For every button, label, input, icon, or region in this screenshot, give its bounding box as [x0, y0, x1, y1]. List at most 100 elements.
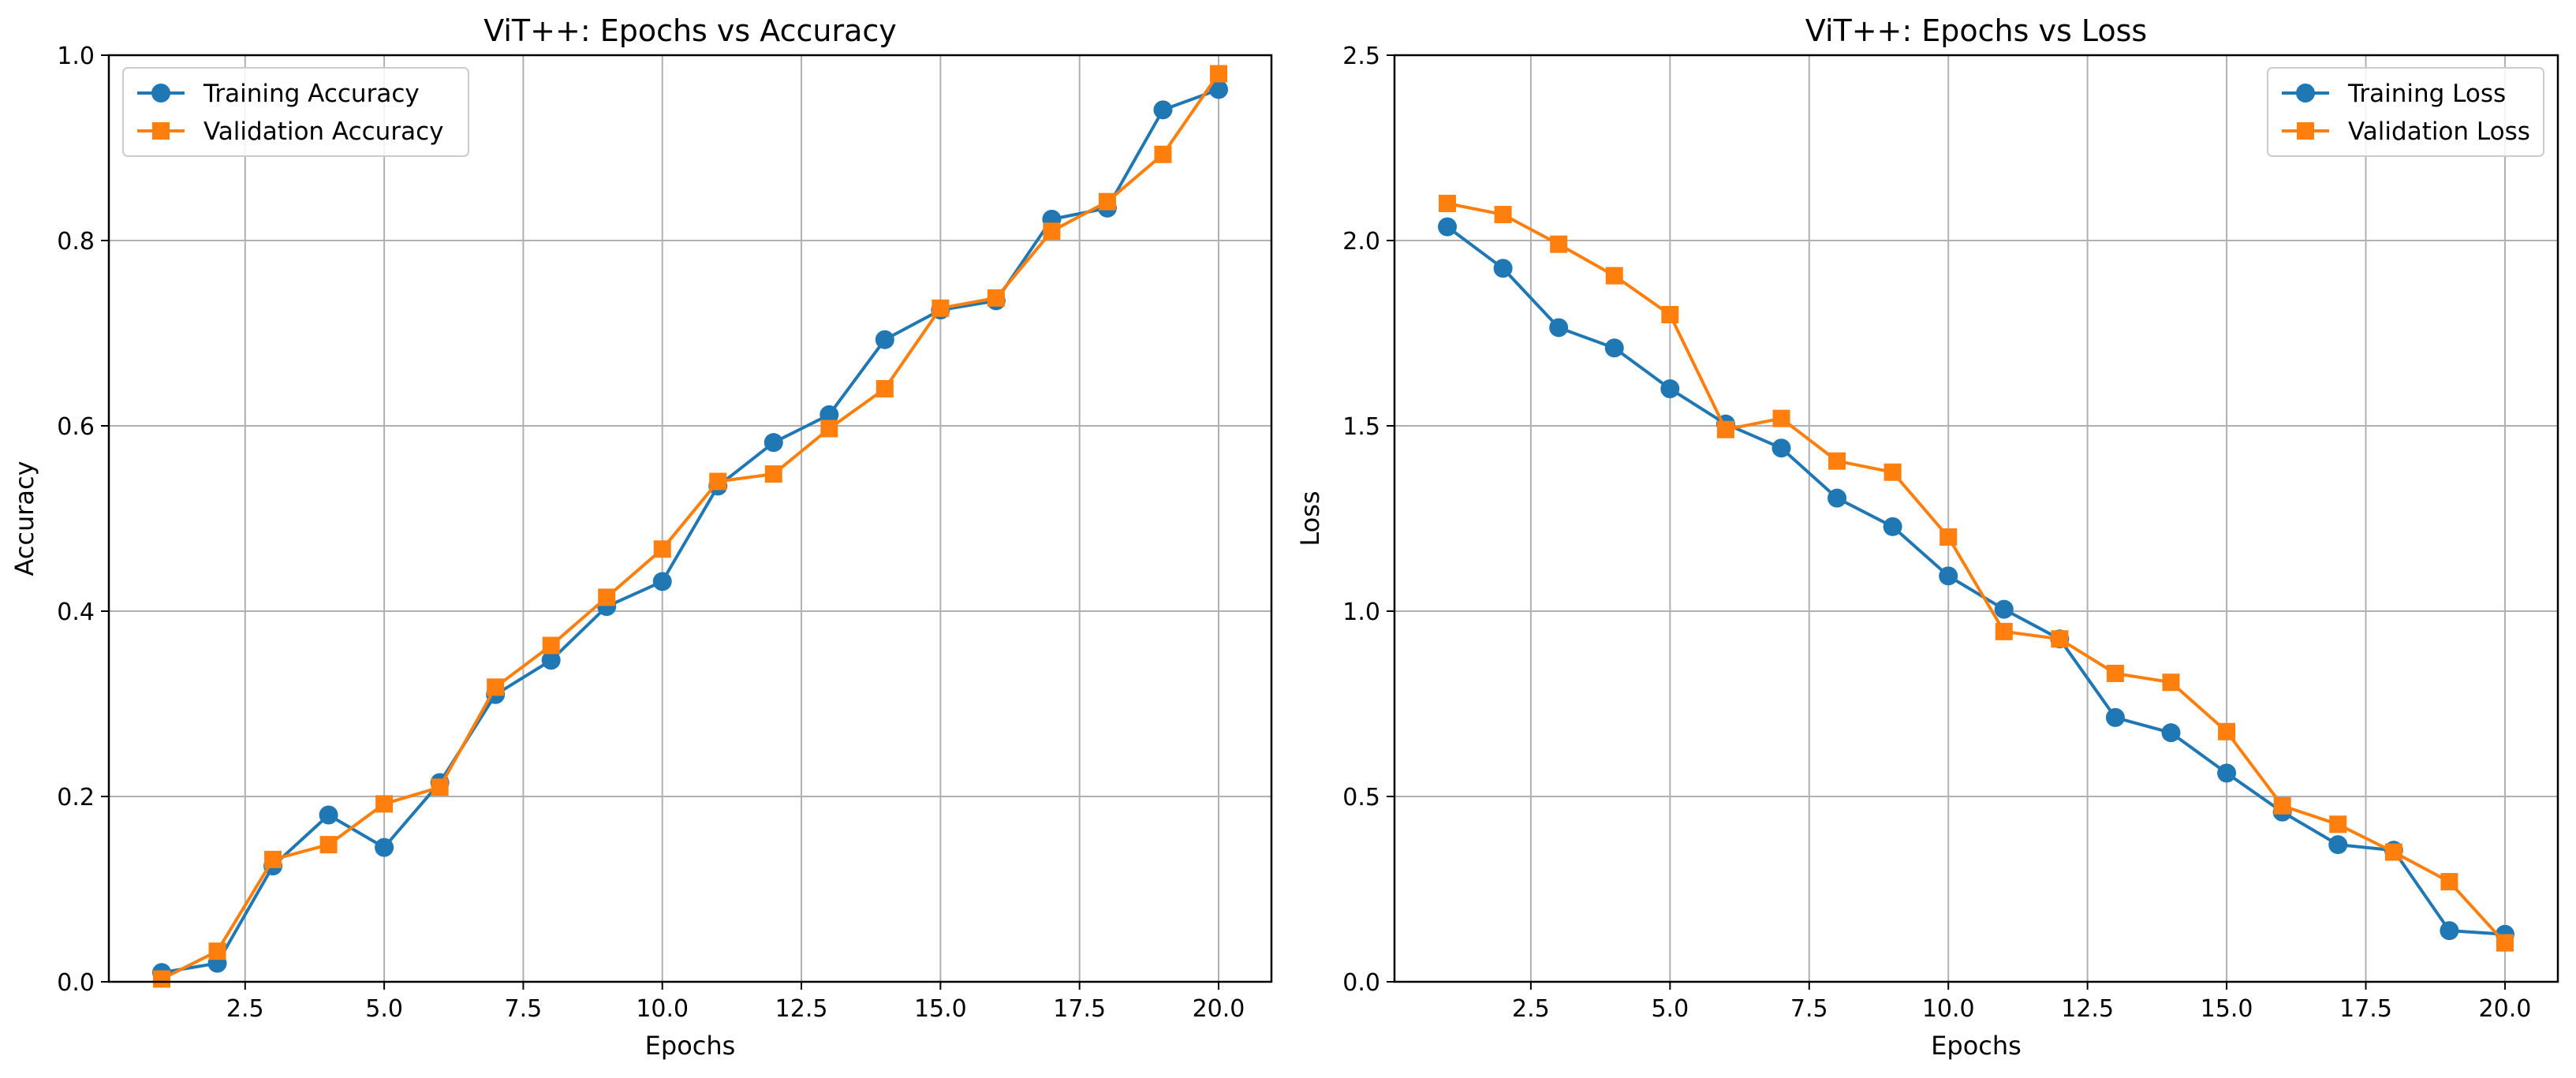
legend-box: [2267, 67, 2544, 157]
data-point: [2162, 673, 2180, 692]
data-point: [709, 472, 727, 491]
data-point: [1210, 65, 1227, 83]
data-point: [1772, 409, 1790, 427]
legend: Training Accuracy Validation Accuracy: [122, 67, 469, 157]
x-tick-label: 2.5: [226, 995, 264, 1023]
data-point: [431, 778, 449, 796]
series-validation-accuracy: [153, 65, 1227, 988]
y-tick-label: 1.0: [57, 43, 95, 70]
data-point: [2384, 843, 2402, 861]
data-point: [2329, 815, 2347, 834]
y-tick-label: 0.8: [57, 228, 95, 256]
y-axis-label: Accuracy: [9, 461, 39, 576]
x-tick-label: 20.0: [1193, 995, 1245, 1023]
series-training-loss: [1438, 217, 2514, 944]
data-point: [1716, 420, 1734, 438]
legend-item: Validation Loss: [2282, 117, 2530, 146]
data-point: [1605, 267, 1623, 285]
data-point: [208, 942, 226, 961]
legend-item: Training Loss: [2282, 80, 2506, 108]
data-point: [375, 795, 394, 813]
y-tick-label: 0.4: [57, 599, 95, 626]
data-point: [652, 572, 672, 591]
data-point: [1883, 463, 1902, 481]
data-point: [375, 837, 394, 857]
x-tick-label: 10.0: [636, 995, 689, 1023]
data-point: [1771, 438, 1791, 458]
data-point: [598, 588, 616, 606]
data-point: [319, 805, 338, 825]
x-axis-label: Epochs: [645, 1031, 736, 1061]
x-tick-label: 15.0: [2201, 995, 2253, 1023]
data-point: [1549, 318, 1569, 338]
data-point: [1828, 452, 1846, 470]
data-point: [2218, 722, 2236, 740]
grid: [1394, 54, 2558, 983]
chart-panel-1: 2.5 5.0 7.5 10.0 12.5 15.0 17.5 20.0 0.0 0.2 0.4 0.…: [9, 13, 1273, 1061]
data-point: [1098, 192, 1116, 211]
y-tick-label: 0.0: [1342, 969, 1380, 997]
x-tick-label: 7.5: [1790, 995, 1828, 1023]
data-point: [1939, 528, 1958, 546]
data-point: [1604, 338, 1624, 358]
data-point: [2105, 707, 2125, 727]
data-point: [1154, 145, 1172, 163]
x-tick-label: 20.0: [2479, 995, 2532, 1023]
plot-frame: [1393, 54, 2559, 983]
legend-label: Validation Accuracy: [203, 117, 443, 146]
x-tick-label: 17.5: [1053, 995, 1106, 1023]
data-point: [541, 651, 561, 670]
chart-panel-2: 2.5 5.0 7.5 10.0 12.5 15.0 17.5 20.0 0.0 0.5 1.0 1.…: [1295, 13, 2559, 1061]
data-point: [875, 380, 894, 397]
legend-marker: [152, 122, 170, 140]
data-point: [1939, 566, 1958, 586]
data-point: [1994, 599, 2014, 619]
data-point: [2440, 921, 2459, 941]
x-axis-label: Epochs: [1931, 1031, 2022, 1061]
series-line: [1447, 202, 2507, 945]
legend: Training Loss Validation Loss: [2267, 67, 2544, 157]
y-tick-label: 1.5: [1342, 413, 1380, 441]
y-tick-label: 2.0: [1342, 228, 1380, 256]
x-tick-label: 15.0: [914, 995, 967, 1023]
data-point: [1043, 222, 1061, 241]
chart-title: ViT++: Epochs vs Accuracy: [483, 13, 897, 48]
y-tick-label: 0.2: [57, 784, 95, 811]
series-line: [1446, 225, 2506, 936]
data-point: [2051, 630, 2069, 648]
data-point: [1661, 306, 1679, 323]
data-point: [653, 540, 671, 558]
y-tick-label: 0.5: [1342, 784, 1380, 811]
data-point: [2496, 934, 2514, 952]
y-axis-label: Loss: [1295, 491, 1325, 546]
data-point: [1209, 80, 1228, 99]
x-tick-label: 2.5: [1512, 995, 1550, 1023]
x-tick-label: 7.5: [505, 995, 543, 1023]
data-point: [2161, 723, 2181, 743]
x-tick-label: 5.0: [1651, 995, 1689, 1023]
data-point: [2440, 873, 2458, 891]
data-point: [2273, 796, 2291, 815]
legend-item: Training Accuracy: [137, 80, 420, 108]
data-point: [542, 636, 560, 655]
y-tick-label: 0.6: [57, 413, 95, 441]
data-point: [2106, 664, 2124, 682]
data-point: [1827, 488, 1847, 508]
data-point: [820, 420, 838, 438]
data-point: [1995, 622, 2013, 640]
data-point: [1494, 206, 1512, 224]
legend-label: Training Loss: [2347, 80, 2506, 108]
legend-marker: [151, 84, 170, 103]
series-line: [161, 73, 1220, 981]
data-point: [819, 405, 839, 424]
data-point: [1153, 100, 1173, 120]
data-point: [153, 970, 170, 988]
data-point: [2328, 835, 2348, 855]
data-point: [931, 299, 950, 317]
data-point: [987, 289, 1005, 307]
grid: [109, 54, 1271, 983]
data-point: [487, 678, 505, 696]
data-point: [1550, 235, 1568, 253]
